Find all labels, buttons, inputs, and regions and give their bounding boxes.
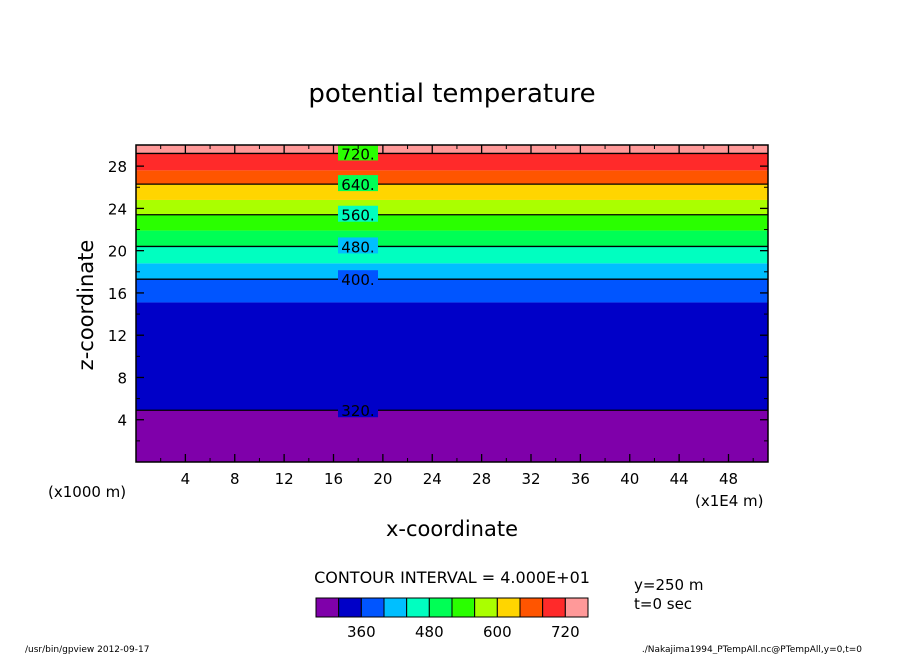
contour-label-2: 480.: [341, 238, 374, 256]
x-tick-label-1: 8: [230, 470, 240, 488]
colorbar-swatch-11: [564, 597, 589, 618]
band-0: [136, 410, 768, 462]
contour-label-bg-1: [338, 270, 378, 287]
contour-label-5: 720.: [341, 145, 374, 163]
band-10: [136, 153, 768, 171]
x-axis-label: x-coordinate: [386, 517, 518, 541]
y-tick-label-2: 12: [108, 327, 127, 345]
colorbar-swatch-3: [383, 597, 408, 618]
x-tick-label-2: 12: [275, 470, 294, 488]
x-tick-label-4: 20: [373, 470, 392, 488]
band-3: [136, 263, 768, 280]
chart-title: potential temperature: [308, 79, 595, 109]
band-7: [136, 199, 768, 215]
colorbar-tick-labels: 360 480 600 720: [347, 623, 580, 641]
slice-t-info: t=0 sec: [634, 595, 692, 613]
colorbar-tick-label-0: 360: [347, 623, 376, 641]
y-axis-ticks: 4 8 12 16 20 24 28: [108, 158, 768, 442]
colorbar-swatch-4: [406, 597, 430, 618]
colorbar-swatch-0: [315, 597, 340, 618]
colorbar-swatch-6: [451, 597, 476, 618]
colorbar-swatch-1: [338, 597, 362, 618]
x-tick-label-3: 16: [324, 470, 343, 488]
contour-label-bg-5: [338, 144, 378, 161]
y-tick-label-1: 8: [117, 369, 127, 387]
contour-label-1: 400.: [341, 271, 374, 289]
x-tick-label-6: 28: [472, 470, 491, 488]
x-tick-label-0: 4: [181, 470, 191, 488]
colorbar-swatch-7: [474, 597, 498, 618]
y-tick-label-6: 28: [108, 158, 127, 176]
plot-frame: [135, 144, 769, 463]
band-4: [136, 246, 768, 264]
x-unit-label: (x1E4 m): [695, 492, 764, 510]
contour-label-4: 640.: [341, 176, 374, 194]
contour-lines: 320. 400. 480. 560. 640. 720.: [136, 144, 768, 420]
x-tick-label-8: 36: [571, 470, 590, 488]
slice-y-info: y=250 m: [634, 576, 703, 594]
contour-label-bg-4: [338, 175, 378, 192]
footer-left: /usr/bin/gpview 2012-09-17: [25, 645, 149, 654]
band-2: [136, 279, 768, 303]
band-8: [136, 184, 768, 200]
colorbar-tick-label-3: 720: [551, 623, 580, 641]
colorbar-swatch-9: [519, 597, 544, 618]
band-11: [136, 145, 768, 154]
contour-label-0: 320.: [341, 402, 374, 420]
contour-label-3: 560.: [341, 207, 374, 225]
contour-label-bg-2: [338, 237, 378, 254]
x-tick-label-11: 48: [719, 470, 738, 488]
footer-right: ./Nakajima1994_PTempAll.nc@PTempAll,y=0,…: [642, 645, 862, 654]
y-tick-label-0: 4: [117, 412, 127, 430]
y-tick-label-3: 16: [108, 285, 127, 303]
colorbar-tick-label-1: 480: [415, 623, 444, 641]
colorbar-swatch-2: [360, 597, 385, 618]
y-tick-label-4: 20: [108, 243, 127, 261]
colorbar-swatch-10: [542, 597, 566, 618]
band-9: [136, 170, 768, 185]
x-tick-label-7: 32: [521, 470, 540, 488]
y-axis-label: z-coordinate: [74, 240, 98, 371]
contour-bands: [136, 145, 768, 462]
colorbar-swatch-5: [428, 597, 453, 618]
y-unit-label: (x1000 m): [48, 483, 126, 501]
colorbar-swatch-8: [496, 597, 521, 618]
band-6: [136, 214, 768, 231]
contour-interval-text: CONTOUR INTERVAL = 4.000E+01: [314, 568, 590, 587]
band-5: [136, 230, 768, 247]
x-axis-ticks: 4 8 12 16 20 24 28 32 36 40 44 48: [160, 145, 754, 488]
colorbar-tick-label-2: 600: [483, 623, 512, 641]
contour-label-bg-0: [338, 401, 378, 418]
band-1: [136, 302, 768, 411]
y-tick-label-5: 24: [108, 200, 127, 218]
colorbar: [315, 597, 589, 618]
x-tick-label-9: 40: [620, 470, 639, 488]
x-tick-label-5: 24: [423, 470, 442, 488]
contour-label-bg-3: [338, 205, 378, 222]
x-tick-label-10: 44: [670, 470, 689, 488]
